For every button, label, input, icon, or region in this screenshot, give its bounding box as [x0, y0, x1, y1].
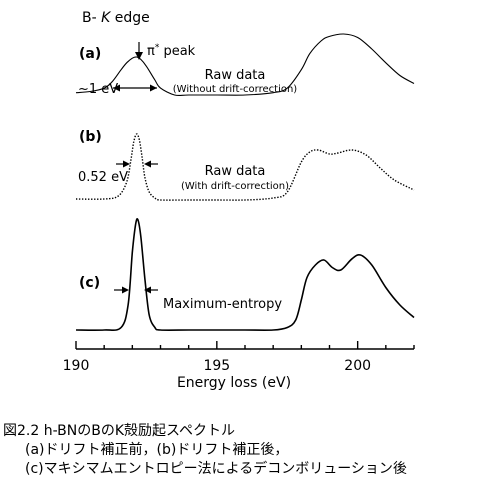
caption-line-2: (a)ドリフト補正前，(b)ドリフト補正後，: [25, 442, 289, 458]
panel-label-b: (b): [79, 129, 102, 145]
x-axis-ticks: 190 195 200: [63, 341, 415, 374]
panel-label-a: (a): [79, 46, 101, 62]
fwhm-label-a: ~1 eV: [78, 82, 118, 97]
raw-data-sublabel-b: (With drift-correction): [181, 181, 289, 192]
fwhm-arrows-b: [116, 160, 158, 168]
eels-spectra-figure: B- K edge (a) (b) (c) π* peak Raw data (…: [63, 10, 415, 390]
raw-data-sublabel-a: (Without drift-correction): [173, 84, 298, 95]
figure-caption: 図2.2 h-BNのBのK殻励起スペクトル (a)ドリフト補正前，(b)ドリフト…: [3, 422, 487, 479]
spectrum-a-line: [75, 33, 415, 97]
caption-line-3: (c)マキシマムエントロピー法によるデコンボリューション後: [25, 461, 407, 477]
x-tick-label: 190: [63, 358, 90, 374]
spectrum-c-line: [75, 218, 415, 331]
fwhm-arrows-c: [114, 286, 158, 294]
fwhm-arrow-a: [113, 84, 157, 92]
panel-label-c: (c): [79, 275, 100, 291]
spectra-curves: [75, 33, 415, 331]
raw-data-label-a: Raw data: [205, 68, 266, 83]
caption-line-1: 図2.2 h-BNのBのK殻励起スペクトル: [3, 423, 236, 439]
x-axis-label: Energy loss (eV): [177, 375, 291, 390]
raw-data-label-b: Raw data: [205, 164, 266, 179]
pi-star-peak-label: π* peak: [147, 43, 196, 59]
chart-title-suffix: edge: [110, 10, 149, 26]
max-entropy-label: Maximum-entropy: [163, 297, 282, 312]
spectrum-b-line: [75, 133, 415, 201]
chart-title-prefix: B-: [82, 10, 101, 26]
pi-star-peak-arrow: [135, 42, 143, 60]
x-tick-label: 200: [344, 358, 371, 374]
chart-title-italic: K: [101, 10, 112, 26]
fwhm-label-b: 0.52 eV: [78, 170, 128, 185]
x-tick-label: 195: [203, 358, 230, 374]
chart-title: B- K edge: [82, 10, 150, 26]
